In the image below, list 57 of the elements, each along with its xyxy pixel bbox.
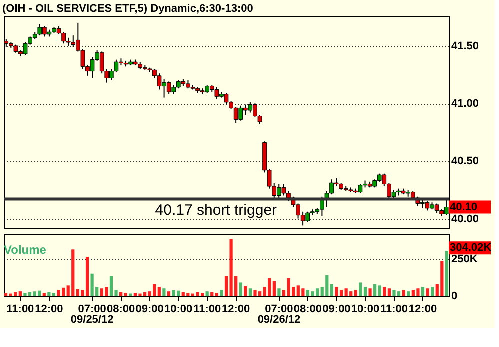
chart-title: (OIH - OIL SERVICES ETF,5) Dynamic,6:30-13:00 xyxy=(2,3,254,15)
bar xyxy=(426,288,430,296)
x-tick-label: 12:00 xyxy=(408,304,438,316)
bar xyxy=(48,292,51,296)
bar xyxy=(220,290,224,296)
text: 09/25/12 xyxy=(70,314,114,326)
bar xyxy=(278,288,281,296)
y-tick-label: 40.00 xyxy=(452,213,480,226)
bar xyxy=(421,287,425,296)
bar xyxy=(244,286,248,296)
bar xyxy=(378,286,382,296)
x-tick-label: 12:00 xyxy=(35,304,64,316)
x-tick-label: 09:00 xyxy=(322,304,351,316)
ref-line-label: 40.17 short trigger xyxy=(155,202,278,220)
x-tick-label: 10:00 xyxy=(351,304,380,316)
bar xyxy=(18,292,22,296)
bar xyxy=(431,287,434,296)
bar xyxy=(4,293,8,296)
y-tick-label: 41.50 xyxy=(452,40,480,52)
bar xyxy=(158,287,161,296)
x-tick-label: 11:00 xyxy=(194,304,222,316)
bar xyxy=(368,288,372,296)
bar xyxy=(272,281,276,296)
text: 09/26/12 xyxy=(258,314,301,326)
x-tick-label: 08:00 xyxy=(294,304,322,316)
bar xyxy=(215,293,218,296)
bar xyxy=(120,292,123,296)
bar xyxy=(239,282,242,296)
bar xyxy=(42,293,46,296)
x-tick-label: 11:00 xyxy=(380,304,408,316)
x-tick-label: 08:00 xyxy=(106,304,136,316)
x-tick-label: 09:00 xyxy=(136,304,164,316)
bar xyxy=(162,288,166,296)
x-tick-label: 12:00 xyxy=(222,304,250,316)
bar xyxy=(52,293,56,296)
bar xyxy=(124,293,128,296)
bar xyxy=(210,292,214,296)
x-tick-label: 07:00 xyxy=(78,304,106,316)
y-tick-label: 250K xyxy=(452,254,478,266)
x-tick-label: 11:00 xyxy=(6,304,34,316)
bar xyxy=(354,290,358,296)
y-tick-label: 40.50 xyxy=(452,156,480,168)
bar xyxy=(248,288,252,296)
bar xyxy=(445,251,449,296)
bar xyxy=(167,292,171,296)
bar xyxy=(330,284,334,296)
bar xyxy=(206,292,209,296)
y-tick-label: 0 xyxy=(452,290,458,302)
x-tick-label: 07:00 xyxy=(265,304,294,316)
y-tick-label: 41.00 xyxy=(452,98,480,110)
bar xyxy=(402,290,406,296)
bar xyxy=(388,288,392,296)
bar xyxy=(407,292,410,296)
bar xyxy=(383,287,386,296)
bar xyxy=(374,284,377,296)
x-tick-label: 10:00 xyxy=(164,304,193,316)
text: 40.10 xyxy=(450,201,478,214)
